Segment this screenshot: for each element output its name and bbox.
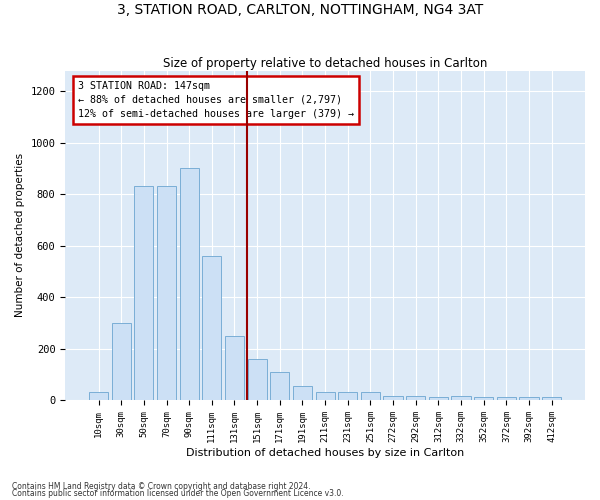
Text: 3 STATION ROAD: 147sqm
← 88% of detached houses are smaller (2,797)
12% of semi-: 3 STATION ROAD: 147sqm ← 88% of detached… [78,80,354,118]
Y-axis label: Number of detached properties: Number of detached properties [15,154,25,318]
Bar [202,256,221,400]
Bar [112,323,131,400]
Bar [451,396,471,400]
Bar [406,396,425,400]
Text: 3, STATION ROAD, CARLTON, NOTTINGHAM, NG4 3AT: 3, STATION ROAD, CARLTON, NOTTINGHAM, NG… [117,2,483,16]
Bar [429,398,448,400]
Bar [248,359,267,400]
Bar [134,186,154,400]
Bar [361,392,380,400]
Bar [542,398,562,400]
Bar [383,396,403,400]
Title: Size of property relative to detached houses in Carlton: Size of property relative to detached ho… [163,56,487,70]
Text: Contains HM Land Registry data © Crown copyright and database right 2024.: Contains HM Land Registry data © Crown c… [12,482,311,491]
Text: Contains public sector information licensed under the Open Government Licence v3: Contains public sector information licen… [12,489,344,498]
Bar [338,392,358,400]
X-axis label: Distribution of detached houses by size in Carlton: Distribution of detached houses by size … [186,448,464,458]
Bar [497,398,516,400]
Bar [157,186,176,400]
Bar [520,398,539,400]
Bar [293,386,312,400]
Bar [316,392,335,400]
Bar [225,336,244,400]
Bar [179,168,199,400]
Bar [270,372,289,400]
Bar [474,398,493,400]
Bar [89,392,108,400]
